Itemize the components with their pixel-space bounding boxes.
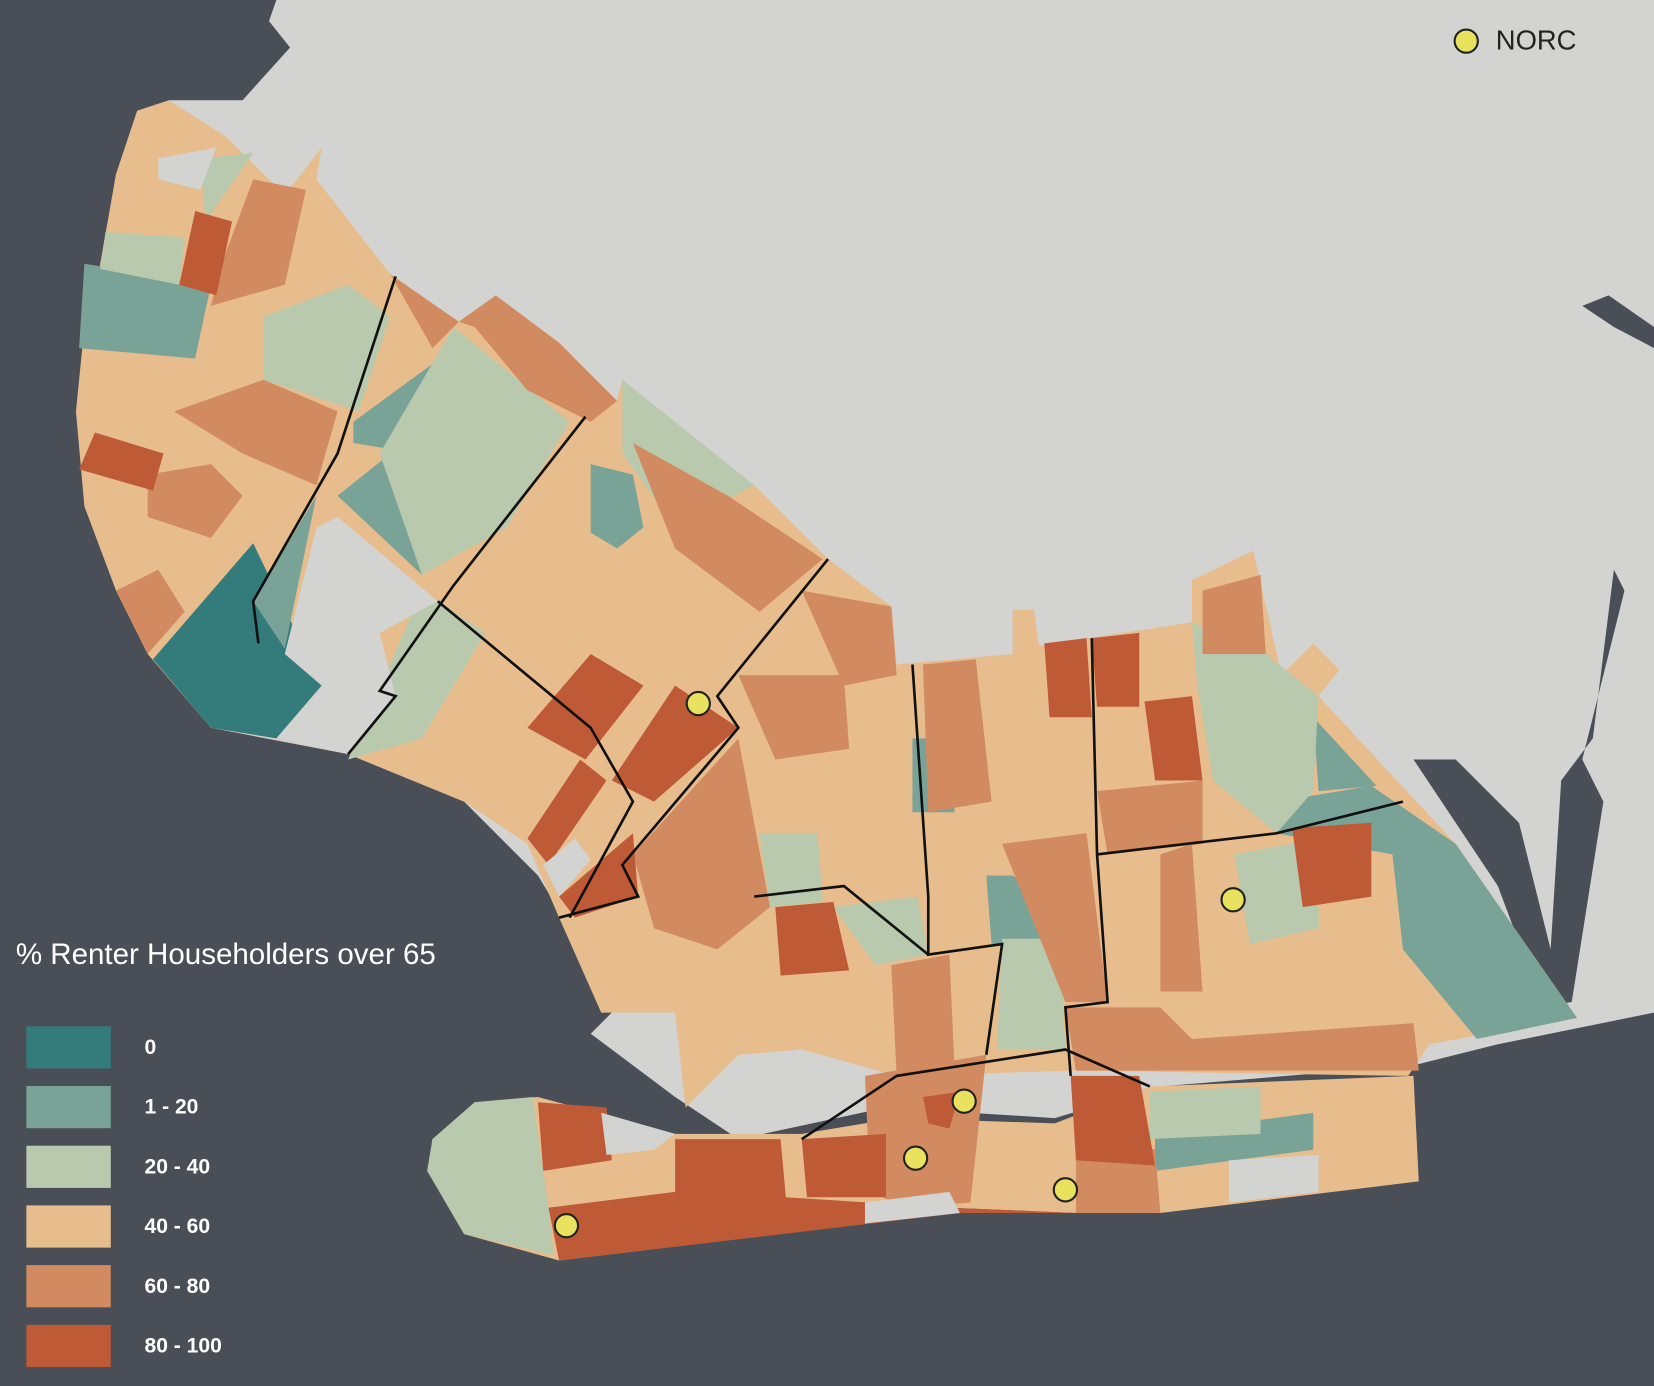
legend-swatch [26, 1086, 111, 1129]
legend-swatch [26, 1026, 111, 1069]
tract [1070, 1075, 1156, 1166]
tract [1091, 632, 1140, 707]
legend-label: 40 - 60 [145, 1215, 211, 1238]
norc-marker [1052, 1177, 1079, 1203]
tract [996, 938, 1066, 1050]
tract [1002, 833, 1108, 1003]
key-label: NORC [1496, 24, 1577, 55]
tract [559, 833, 639, 918]
tract [427, 1096, 554, 1256]
tract [738, 675, 850, 760]
tract [1144, 696, 1203, 781]
tract [801, 1133, 887, 1198]
tract [200, 152, 254, 222]
water [1582, 295, 1654, 349]
key-marker [1453, 28, 1479, 54]
tract [348, 590, 486, 760]
legend-label: 0 [145, 1036, 157, 1059]
tract [922, 659, 992, 813]
tract [1044, 638, 1092, 718]
legend-label: 1 - 20 [145, 1096, 199, 1119]
tract [1292, 822, 1372, 908]
legend: 0 1 - 20 20 - 40 40 - 60 60 - 80 80 - 100 [26, 1026, 222, 1368]
tract [379, 326, 570, 575]
legend-label: 60 - 80 [145, 1275, 211, 1298]
legend-swatch [26, 1265, 111, 1308]
norc-marker [951, 1088, 977, 1114]
legend-swatch [26, 1324, 111, 1368]
tract [210, 179, 306, 306]
tract [527, 759, 607, 865]
norc-marker [902, 1145, 929, 1171]
tract [1160, 843, 1203, 992]
water [1413, 569, 1625, 1013]
tract [253, 495, 317, 649]
tract [1191, 622, 1319, 834]
tract [1202, 574, 1266, 654]
tract [79, 263, 211, 359]
tract [116, 569, 185, 654]
tract [147, 464, 243, 538]
tract [1155, 1112, 1314, 1171]
no-data [158, 147, 1319, 1224]
legend-label: 20 - 40 [145, 1155, 211, 1178]
tract [611, 685, 739, 802]
legend-label: 80 - 100 [145, 1335, 222, 1358]
tract [922, 1091, 960, 1129]
norc-marker [1220, 887, 1246, 913]
tract [1097, 780, 1203, 855]
norc-marker [685, 690, 711, 717]
tract [537, 1102, 612, 1171]
tract [548, 1139, 1076, 1261]
tract [1313, 717, 1377, 792]
norc-marker [553, 1213, 580, 1239]
legend-title: % Renter Householders over 65 [16, 938, 436, 971]
legend-swatch [26, 1145, 111, 1188]
tract [891, 954, 955, 1076]
tract [458, 295, 618, 422]
tract [174, 379, 338, 486]
tract [100, 232, 185, 285]
tract [632, 738, 771, 950]
tract [1276, 785, 1577, 1039]
tract [632, 443, 823, 612]
tract [79, 432, 164, 491]
tract [152, 543, 322, 739]
tract [801, 590, 897, 686]
tract [775, 901, 850, 976]
tract [1065, 1007, 1419, 1071]
tract [527, 653, 644, 760]
tract [1149, 1086, 1261, 1140]
legend-swatch [26, 1205, 111, 1248]
district-borders [251, 275, 1404, 1141]
tract [179, 210, 233, 296]
tract [390, 274, 459, 349]
tract [833, 896, 929, 966]
norc-markers [553, 690, 1246, 1239]
tract [263, 284, 391, 412]
tract [590, 464, 644, 549]
tract [759, 833, 823, 908]
